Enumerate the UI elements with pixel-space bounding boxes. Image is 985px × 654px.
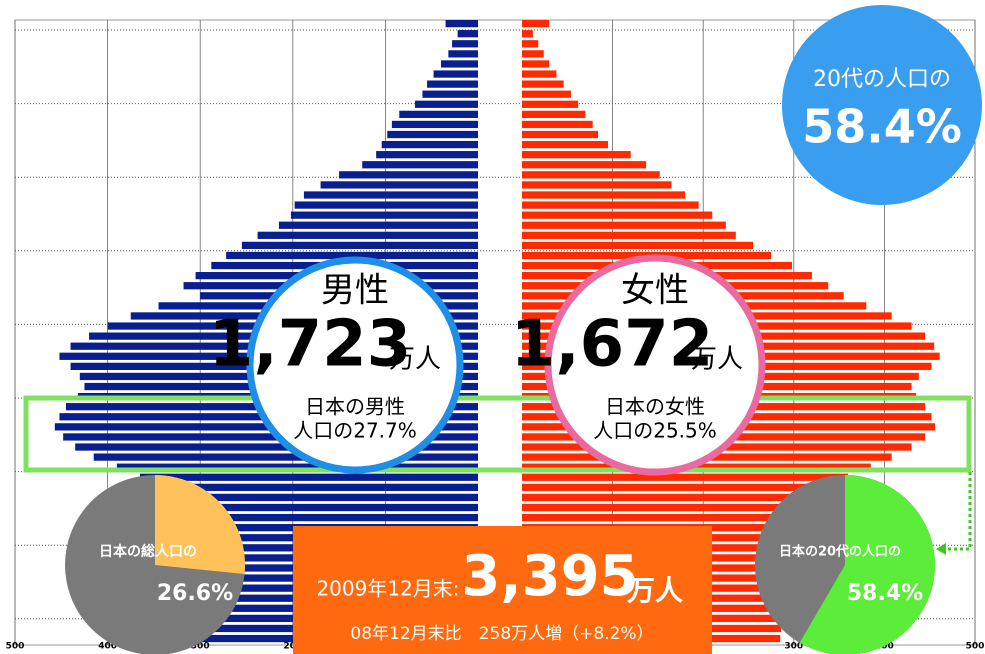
male-number: 1,723 <box>209 308 411 382</box>
bar <box>362 161 478 169</box>
bar <box>522 100 579 108</box>
bar <box>290 211 478 219</box>
bar <box>152 483 478 491</box>
highlight-band <box>23 395 972 473</box>
bar <box>433 70 478 78</box>
bar <box>522 40 539 48</box>
pie-title: 日本の20代の人口の <box>779 544 901 560</box>
bar <box>381 140 478 149</box>
bar <box>522 120 593 129</box>
bar <box>116 463 479 471</box>
bar <box>303 191 478 199</box>
bar <box>522 60 550 68</box>
bar <box>522 161 647 169</box>
bar <box>522 50 544 58</box>
bar <box>522 30 533 38</box>
bar <box>448 50 478 58</box>
bar <box>257 231 478 239</box>
bar <box>387 130 478 139</box>
bar <box>522 241 754 250</box>
bar <box>241 241 478 250</box>
total-prefix: 2009年12月末: <box>316 577 459 601</box>
bar <box>522 493 832 502</box>
x-tick-label: 500 <box>6 642 25 652</box>
badge-value: 58.4% <box>802 100 962 154</box>
bar <box>226 251 478 260</box>
x-tick-label: 300 <box>191 642 210 652</box>
bar <box>294 201 478 209</box>
female-circle <box>544 254 766 476</box>
bar <box>522 483 838 491</box>
bar <box>376 151 478 159</box>
bar <box>140 473 478 481</box>
bar <box>522 110 586 118</box>
female-share: 日本の女性 <box>605 395 705 419</box>
male-share: 人口の27.7% <box>293 419 417 443</box>
bar <box>93 453 479 461</box>
bar <box>522 201 699 209</box>
bar <box>522 503 827 512</box>
total-unit: 万人 <box>627 574 683 607</box>
bar <box>445 20 478 28</box>
female-share: 人口の25.5% <box>593 419 717 443</box>
bar <box>415 100 478 108</box>
male-unit: 万人 <box>389 345 441 375</box>
pie-slice <box>799 475 936 654</box>
female-label: 女性 <box>621 271 689 311</box>
bar <box>339 171 478 179</box>
pie-slice <box>155 475 246 575</box>
female-number: 1,672 <box>511 308 713 382</box>
bar <box>522 90 571 98</box>
bar <box>157 493 478 502</box>
bar <box>522 70 557 78</box>
bar <box>522 221 726 229</box>
bar <box>522 20 550 28</box>
bar <box>522 231 736 239</box>
female-unit: 万人 <box>691 345 743 375</box>
x-tick-label: 500 <box>966 642 985 652</box>
male-circle <box>246 256 464 474</box>
bar <box>440 60 478 68</box>
bar <box>63 433 478 441</box>
total-comparison: 08年12月末比 258万人増（+8.2%） <box>350 624 653 644</box>
bar <box>522 80 564 88</box>
bar <box>522 130 599 139</box>
pie-value: 26.6% <box>157 581 233 606</box>
bar <box>391 120 478 129</box>
bar <box>522 211 713 219</box>
bar <box>422 90 478 98</box>
bar <box>427 80 478 88</box>
badge-circle <box>782 5 982 205</box>
male-share: 日本の男性 <box>305 395 405 419</box>
bar <box>399 110 478 118</box>
bar <box>163 503 478 512</box>
bar <box>167 513 479 522</box>
bar <box>522 171 660 179</box>
bar <box>452 40 478 48</box>
bar <box>522 513 821 522</box>
x-tick-label: 300 <box>784 642 803 652</box>
x-tick-label: 400 <box>875 642 894 652</box>
x-tick-label: 400 <box>98 642 117 652</box>
pie-value: 58.4% <box>847 581 923 606</box>
bar <box>278 221 478 229</box>
pies: 日本の総人口の 26.6% 日本の20代の人口の 58.4% <box>65 475 936 654</box>
bar <box>320 181 478 189</box>
bar <box>522 473 849 481</box>
x-tick-label: 200 <box>283 642 302 652</box>
bar <box>522 140 609 149</box>
total-number: 3,395 <box>461 544 638 609</box>
arrow <box>942 472 972 551</box>
male-label: 男性 <box>321 271 389 311</box>
pie-title: 日本の総人口の <box>99 543 197 560</box>
total-box <box>293 526 712 654</box>
arrow-head <box>936 543 946 555</box>
bar <box>75 443 478 451</box>
bar <box>522 181 672 189</box>
bar <box>522 191 686 199</box>
bar <box>457 30 478 38</box>
badge-text: 20代の人口の <box>813 67 951 92</box>
bar <box>522 151 631 159</box>
